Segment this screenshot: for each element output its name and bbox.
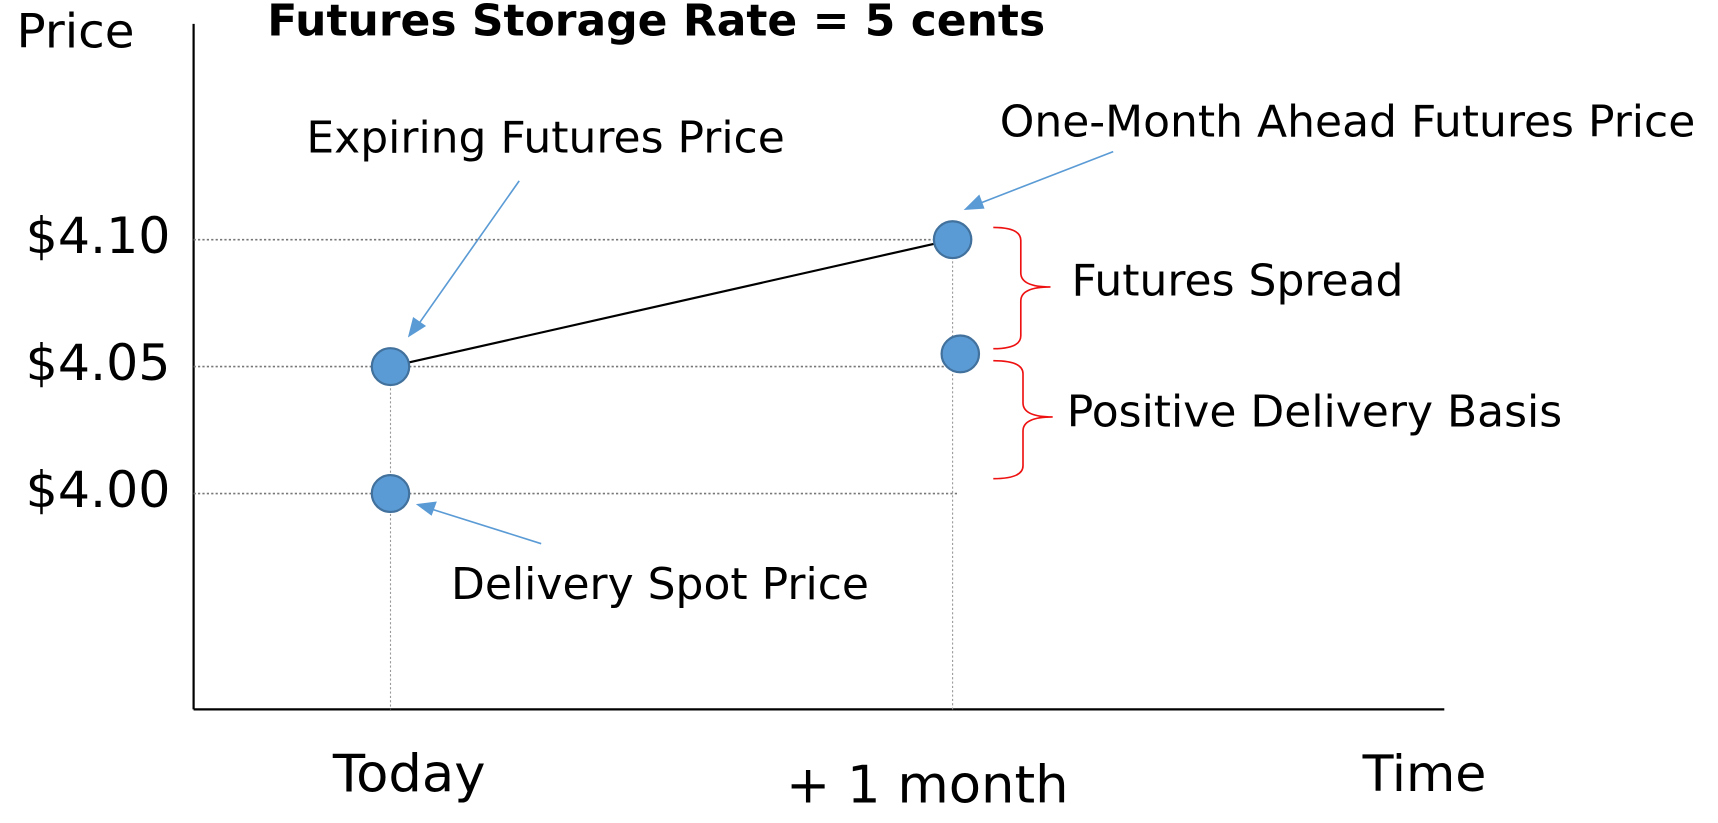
point: [940, 334, 981, 374]
chart-body: Futures Storage Rate = 5 cents Price Tim…: [17, 0, 1696, 815]
y-axis-label: Price: [17, 4, 135, 60]
point: [370, 474, 411, 514]
y-tick-label: $4.00: [26, 460, 171, 519]
annotation: Expiring Futures Price: [306, 113, 784, 164]
x-axis-label: Time: [1362, 744, 1487, 803]
point: [370, 347, 411, 387]
point: [932, 220, 973, 260]
chart-title: Futures Storage Rate = 5 cents: [267, 0, 1045, 47]
annotation: Futures Spread: [1072, 256, 1404, 307]
y-tick-label: $4.10: [26, 206, 171, 265]
x-tick-label: Today: [332, 744, 486, 805]
bracket: [993, 226, 1051, 350]
series-line: [390, 238, 953, 368]
annotation: Delivery Spot Price: [451, 559, 869, 610]
annotation: Positive Delivery Basis: [1067, 387, 1562, 438]
bracket: [993, 359, 1053, 480]
arrows: [407, 150, 1114, 545]
x-tick-label: + 1 month: [786, 755, 1069, 816]
annotation: One-Month Ahead Futures Price: [1000, 97, 1696, 148]
y-tick-label: $4.05: [26, 333, 171, 392]
